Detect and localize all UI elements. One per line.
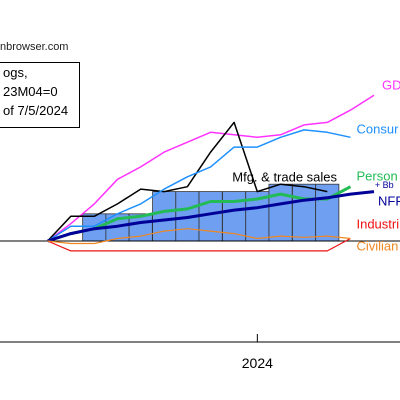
annotation-0: + Bb xyxy=(375,180,394,190)
series-label-3: Person xyxy=(356,169,397,184)
note-line-1: ogs, xyxy=(3,65,28,80)
x-tick-label-0: 2024 xyxy=(242,355,273,371)
note-line-2: 23M04=0 xyxy=(3,84,58,99)
series-line-1 xyxy=(47,121,328,242)
bar-11 xyxy=(292,183,317,242)
note-box: ogs, 23M04=0 of 7/5/2024 xyxy=(0,62,80,128)
series-line-2 xyxy=(47,129,351,242)
series-line-5 xyxy=(47,237,351,252)
series-label-0: GDP (S xyxy=(382,77,400,92)
bar-5 xyxy=(152,191,177,242)
series-line-6 xyxy=(47,228,351,245)
series-label-5: Industri xyxy=(356,217,399,232)
series-label-6: Civilian xyxy=(356,239,398,254)
bar-12 xyxy=(315,183,340,242)
series-label-1: Mfg. & trade sales xyxy=(232,170,337,185)
series-label-2: Consur xyxy=(356,121,399,136)
series-label-4: NFP xyxy=(378,194,400,209)
note-line-3: of 7/5/2024 xyxy=(3,103,69,118)
series-line-4 xyxy=(47,190,375,243)
source-watermark: nbrowser.com xyxy=(0,41,69,53)
series-line-0 xyxy=(47,94,375,242)
